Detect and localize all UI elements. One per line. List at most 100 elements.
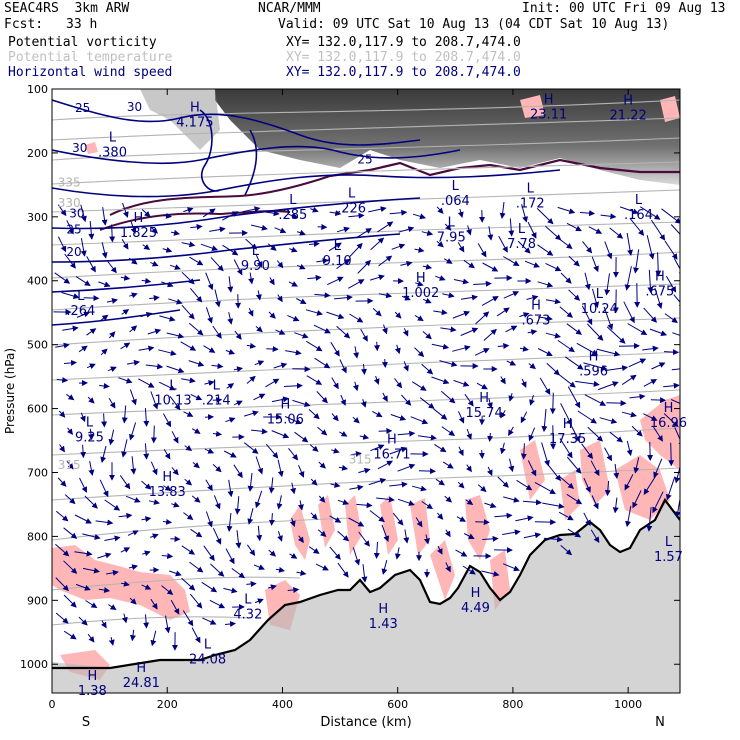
wind-arrow (453, 379, 470, 387)
wind-arrow (162, 246, 173, 253)
wind-arrow (559, 306, 573, 318)
stratospheric-pv-shading (215, 89, 680, 185)
wind-arrow (99, 479, 109, 498)
extremum-marker: L (448, 215, 456, 230)
wind-arrow (536, 208, 554, 225)
wind-arrow (98, 281, 111, 288)
extremum-marker: H (87, 669, 97, 684)
wind-arrow (499, 201, 506, 219)
wind-arrow (647, 269, 654, 294)
extremum-value: 1.825 (120, 226, 157, 241)
wind-arrow (106, 569, 119, 576)
extremum-marker: H (162, 470, 172, 485)
wind-arrow (143, 408, 150, 427)
wind-arrow (568, 289, 581, 301)
wind-arrow (566, 222, 582, 232)
wind-arrow (477, 243, 487, 258)
wind-arrow (411, 381, 427, 391)
wind-arrow (414, 347, 425, 358)
x-tick-label: 0 (49, 698, 56, 711)
wind-arrow (439, 360, 458, 367)
wind-arrow (600, 213, 617, 220)
wind-arrow (168, 298, 183, 305)
theta-contour-label: 330 (58, 196, 81, 210)
wind-arrow (566, 323, 583, 335)
wind-arrow (101, 413, 108, 428)
wind-arrow (62, 325, 79, 332)
extremum-value: 24.08 (189, 652, 226, 667)
wind-arrow (494, 512, 513, 519)
wind-arrow (88, 221, 95, 240)
wind-arrow (519, 345, 529, 352)
wind-arrow (86, 328, 97, 336)
wind-arrow (394, 378, 403, 389)
wind-arrow (64, 494, 76, 505)
wind-arrow (523, 532, 542, 539)
terrain-surface-line (52, 497, 680, 670)
wind-arrow (255, 290, 262, 301)
wind-arrow (596, 348, 621, 357)
wind-arrow (74, 514, 92, 524)
wind-contour-label: 30 (72, 141, 87, 155)
wind-arrow (508, 393, 515, 402)
wind-arrow (308, 546, 320, 554)
wind-arrow (466, 428, 472, 440)
wind-arrow (243, 442, 259, 454)
wind-arrow (650, 219, 666, 241)
wind-arrow (80, 412, 86, 423)
wind-arrow (643, 413, 658, 421)
wind-arrow (673, 294, 680, 309)
wind-arrow (285, 349, 302, 356)
wind-arrow (499, 376, 506, 385)
extremum-value: 24.81 (123, 676, 160, 691)
wind-arrow (224, 621, 236, 627)
wind-arrow (369, 274, 385, 281)
wind-arrow (559, 239, 573, 250)
wind-arrow (368, 206, 387, 213)
wind-arrow (568, 255, 580, 267)
wind-arrow (276, 260, 284, 269)
wind-arrow (583, 362, 608, 371)
wind-arrow (246, 581, 257, 588)
extremum-marker: L (213, 378, 221, 393)
wind-arrow (225, 417, 236, 423)
wind-arrow (663, 349, 679, 356)
extremum-value: 1.57 (654, 550, 683, 565)
wind-arrow (506, 360, 517, 366)
wind-arrow (63, 560, 78, 574)
wind-arrow (118, 512, 133, 519)
north-endpoint-label: N (655, 715, 665, 730)
wind-arrow (360, 399, 367, 408)
wind-arrow (545, 225, 562, 241)
wind-arrow (273, 362, 288, 369)
wind-arrow (162, 518, 173, 525)
wind-arrow (431, 343, 450, 350)
wind-contour-label: 25 (66, 223, 81, 237)
wind-arrow (487, 466, 493, 477)
wind-arrow (653, 426, 663, 442)
extremum-marker: H (655, 270, 665, 285)
wind-arrow (382, 392, 388, 402)
extremum-marker: H (280, 398, 290, 413)
extremum-marker: L (527, 182, 535, 197)
wind-arrow (119, 475, 131, 490)
wind-arrow (83, 295, 100, 302)
wind-contour-label: 20 (66, 245, 81, 259)
wind-arrow (566, 456, 582, 474)
wind-arrow (484, 502, 497, 509)
wind-arrow (250, 224, 268, 231)
wind-arrow (109, 224, 116, 243)
wind-arrow (672, 332, 680, 339)
wind-arrow (402, 328, 409, 337)
y-axis-label: Pressure (hPa) (3, 348, 17, 434)
wind-arrow (141, 480, 152, 490)
wind-arrow (373, 375, 380, 385)
wind-arrow (463, 533, 475, 539)
extremum-marker: L (169, 378, 177, 393)
wind-arrow (372, 307, 382, 317)
wind-arrow (646, 507, 653, 532)
wind-arrow (226, 383, 235, 390)
wind-arrow (147, 328, 162, 335)
wind-arrow (80, 204, 87, 223)
